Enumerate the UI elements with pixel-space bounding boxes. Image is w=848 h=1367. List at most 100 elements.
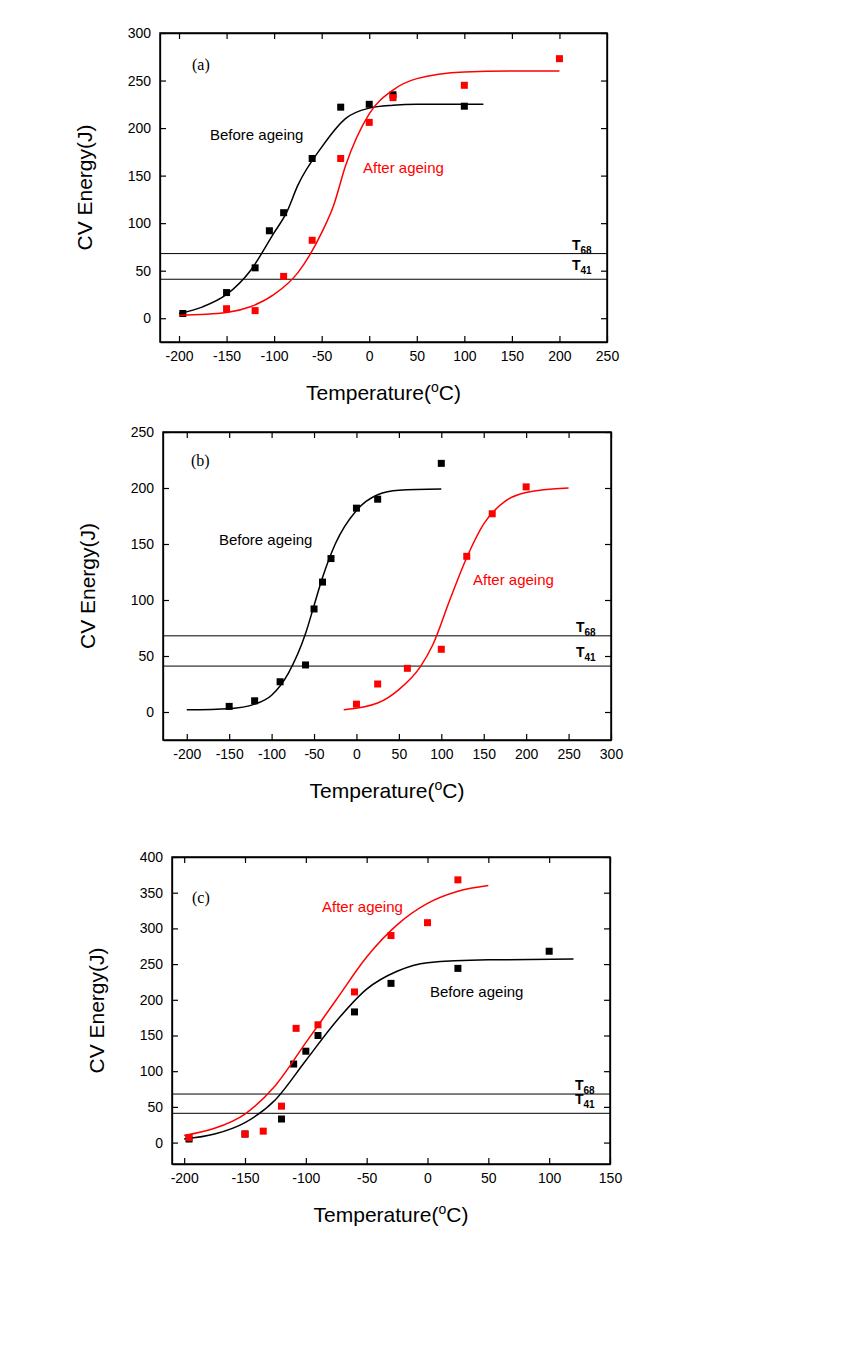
tick: 250: [131, 424, 169, 440]
threshold-line: [160, 253, 607, 254]
tick-mark: [184, 857, 185, 863]
tick-label: 200: [515, 746, 539, 762]
data-point: [293, 1025, 300, 1032]
tick: [488, 857, 489, 863]
y-axis-right: [605, 433, 612, 741]
tick: [417, 33, 418, 39]
tick: [187, 432, 188, 438]
tick-label: -50: [312, 348, 332, 364]
threshold-line: [163, 635, 611, 636]
tick-mark: [184, 1158, 185, 1164]
tick-mark: [314, 432, 315, 438]
tick-mark: [172, 1071, 178, 1072]
tick: [605, 432, 611, 433]
data-point: [351, 1008, 358, 1015]
tick-mark: [512, 336, 513, 342]
tick-mark: [160, 271, 166, 272]
tick: -150: [231, 1158, 259, 1186]
x-axis-title-part: Temperature(: [310, 779, 435, 802]
tick-label: 250: [140, 956, 164, 972]
data-point: [461, 103, 468, 110]
tick-label: 150: [599, 1170, 623, 1186]
tick-label: 100: [128, 215, 152, 231]
data-point: [438, 646, 445, 653]
tick-mark: [172, 1035, 178, 1036]
tick-mark: [601, 80, 607, 81]
tick-label: 300: [128, 25, 152, 41]
tick-mark: [367, 857, 368, 863]
data-point: [546, 948, 553, 955]
tick-mark: [526, 432, 527, 438]
tick-mark: [367, 1158, 368, 1164]
tick-label: 50: [409, 348, 425, 364]
threshold-line: [172, 1113, 610, 1114]
tick-mark: [512, 33, 513, 39]
tick-mark: [484, 432, 485, 438]
x-axis-title-sup: o: [438, 1201, 446, 1217]
tick-mark: [272, 734, 273, 740]
data-point: [353, 701, 360, 708]
data-point: [461, 82, 468, 89]
data-point: [328, 555, 335, 562]
x-axis: -200-150-100-50050100150: [171, 1158, 623, 1186]
tick-mark: [399, 734, 400, 740]
tick-mark: [172, 1000, 178, 1001]
data-point: [351, 988, 358, 995]
tick: [322, 33, 323, 39]
data-point: [278, 1103, 285, 1110]
tick-mark: [163, 656, 169, 657]
tick: [428, 857, 429, 863]
tick-mark: [464, 33, 465, 39]
threshold-label-sub: 41: [584, 1099, 596, 1110]
tick: -50: [357, 1158, 377, 1186]
tick-mark: [604, 893, 610, 894]
tick: [245, 857, 246, 863]
data-point: [260, 1128, 267, 1135]
tick-mark: [160, 176, 166, 177]
x-axis-top: [173, 857, 611, 863]
tick-mark: [160, 128, 166, 129]
tick-label: 150: [501, 348, 525, 364]
data-point: [337, 155, 344, 162]
tick: [601, 223, 607, 224]
data-point: [242, 1131, 249, 1138]
tick: 50: [392, 734, 408, 762]
x-axis-title-sup: o: [431, 379, 439, 395]
tick-mark: [604, 1107, 610, 1108]
threshold-label-sub: 41: [581, 265, 593, 276]
tick: 100: [453, 336, 477, 364]
tick-mark: [605, 600, 611, 601]
tick-mark: [441, 432, 442, 438]
tick: [526, 432, 527, 438]
x-axis-title-sup: o: [434, 777, 442, 793]
tick: 350: [140, 885, 178, 901]
tick-mark: [160, 223, 166, 224]
x-axis-title-part: C): [439, 381, 461, 404]
tick-mark: [604, 1142, 610, 1143]
tick: [601, 128, 607, 129]
y-axis-title: CV Energy(J): [73, 124, 96, 250]
tick: -150: [216, 734, 244, 762]
tick: 300: [128, 25, 166, 41]
data-point: [438, 460, 445, 467]
data-point: [390, 94, 397, 101]
tick: 200: [140, 992, 178, 1008]
series-label: After ageing: [363, 159, 444, 176]
tick: -200: [171, 1158, 199, 1186]
figure: -200-150-100-500501001502002500501001502…: [0, 0, 848, 1367]
tick: [601, 81, 607, 82]
x-axis-title-part: Temperature(: [314, 1203, 439, 1226]
tick-mark: [605, 488, 611, 489]
tick: 0: [143, 310, 166, 326]
tick-label: 100: [131, 592, 155, 608]
tick-label: 50: [481, 1170, 497, 1186]
tick: [569, 432, 570, 438]
x-axis-title-part: C): [446, 1203, 468, 1226]
tick-mark: [274, 336, 275, 342]
data-point: [315, 1021, 322, 1028]
tick: [399, 432, 400, 438]
tick: -100: [258, 734, 286, 762]
panel-title: (a): [192, 56, 210, 74]
panel-title: (b): [191, 452, 210, 470]
tick: [605, 600, 611, 601]
